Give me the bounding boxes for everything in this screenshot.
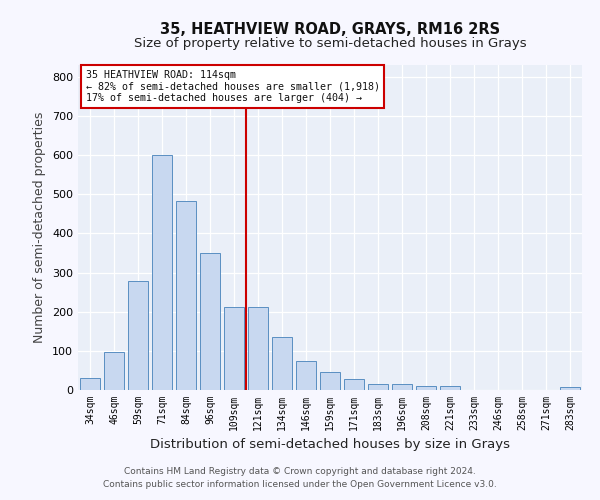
Bar <box>320 372 340 390</box>
Bar <box>200 253 220 390</box>
Text: 35 HEATHVIEW ROAD: 114sqm
← 82% of semi-detached houses are smaller (1,918)
17% : 35 HEATHVIEW ROAD: 114sqm ← 82% of semi-… <box>86 70 380 103</box>
Bar <box>272 337 292 390</box>
Bar <box>344 379 364 390</box>
Bar <box>560 388 580 390</box>
Text: 35, HEATHVIEW ROAD, GRAYS, RM16 2RS: 35, HEATHVIEW ROAD, GRAYS, RM16 2RS <box>160 22 500 38</box>
Bar <box>296 362 316 390</box>
Bar <box>104 352 124 390</box>
X-axis label: Distribution of semi-detached houses by size in Grays: Distribution of semi-detached houses by … <box>150 438 510 452</box>
Text: Size of property relative to semi-detached houses in Grays: Size of property relative to semi-detach… <box>134 38 526 51</box>
Bar <box>392 384 412 390</box>
Bar <box>416 386 436 390</box>
Bar <box>128 281 148 390</box>
Text: Contains public sector information licensed under the Open Government Licence v3: Contains public sector information licen… <box>103 480 497 489</box>
Bar <box>368 384 388 390</box>
Bar <box>248 306 268 390</box>
Bar <box>80 378 100 390</box>
Text: Contains HM Land Registry data © Crown copyright and database right 2024.: Contains HM Land Registry data © Crown c… <box>124 467 476 476</box>
Bar <box>176 201 196 390</box>
Bar <box>152 155 172 390</box>
Bar <box>224 306 244 390</box>
Y-axis label: Number of semi-detached properties: Number of semi-detached properties <box>34 112 46 343</box>
Bar <box>440 386 460 390</box>
